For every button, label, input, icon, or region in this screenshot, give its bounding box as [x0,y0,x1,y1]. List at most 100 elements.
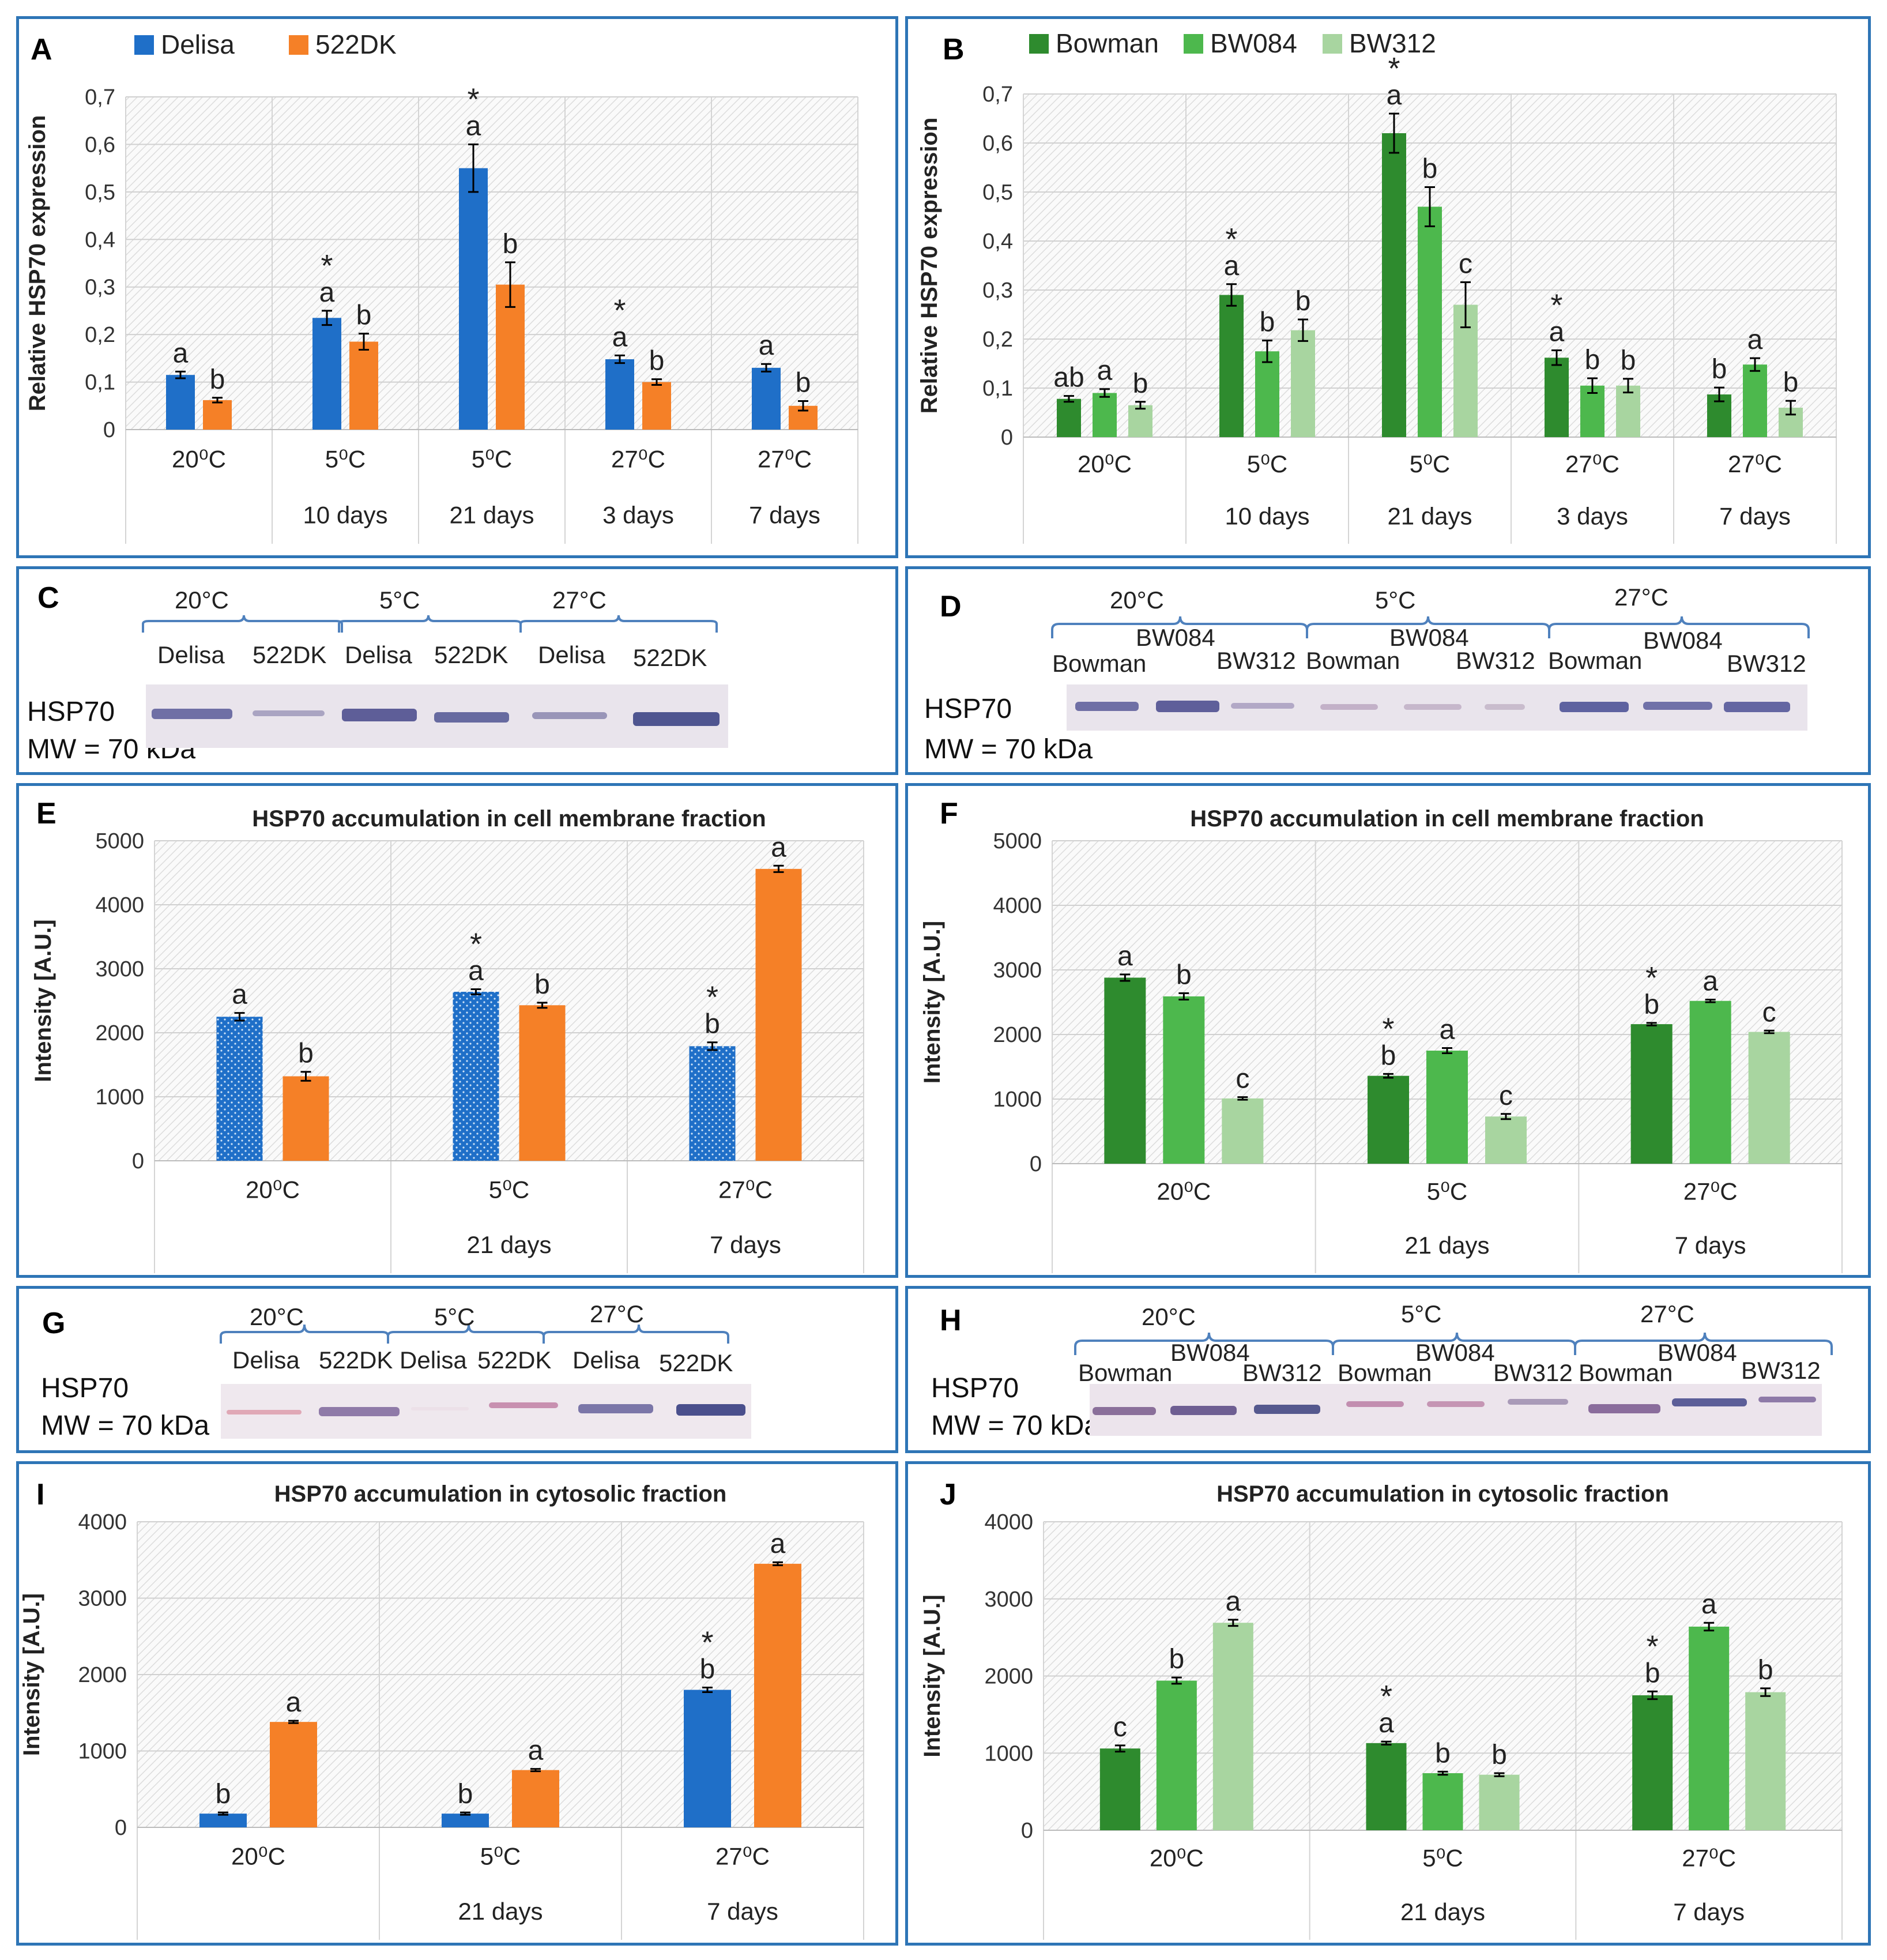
significance-letter: a [1701,1589,1717,1620]
significance-letter: a [1440,1015,1455,1045]
panel-letter: I [36,1478,44,1511]
x-tick-label: 20⁰C [246,1176,300,1203]
x-tick-label: 5⁰C [480,1842,521,1869]
chart-j: J HSP70 accumulation in cytosolic fractio… [920,1478,1843,1940]
panel-letter-c: C [37,581,59,615]
x-tick-label: 5⁰C [1427,1178,1468,1205]
blot-c-band-5 [532,712,607,719]
bar-bw084 [1156,1680,1197,1830]
chart-title: HSP70 accumulation in cytosolic fraction [1216,1481,1669,1507]
blot-g-lane-3: Delisa [400,1346,467,1374]
y-tick-label: 4000 [78,1510,127,1534]
y-axis-label: Intensity [A.U.] [920,1594,945,1757]
y-tick-label: 0,5 [85,180,115,205]
chart-title: HSP70 accumulation in cell membrane frac… [1190,806,1704,832]
blot-c-temp-5: 5°C [379,586,420,614]
significance-letter: b [1783,367,1799,398]
blot-d-lower-4: BW312 [1456,647,1535,674]
bar-522dk [519,1005,566,1161]
y-axis-label: Relative HSP70 expression [917,118,942,414]
y-tick-label: 5000 [993,829,1042,853]
bar-bw312 [1745,1692,1786,1830]
significance-star: * [1645,961,1658,995]
blot-d-upper-2: BW084 [1389,624,1469,651]
chart-title: HSP70 accumulation in cell membrane frac… [252,806,766,832]
bar-delisa [752,367,781,430]
significance-letter: c [1762,997,1776,1028]
y-tick-label: 3000 [984,1587,1033,1612]
significance-star: * [1225,222,1237,257]
chart-f: F HSP70 accumulation in cell membrane fra… [920,797,1843,1273]
panel-j: J HSP70 accumulation in cytosolic fractio… [905,1461,1871,1946]
blot-g-mw: MW = 70 kDa [41,1410,210,1441]
significance-letter: a [286,1687,302,1718]
blot-g-lane-5: Delisa [572,1346,640,1374]
legend-label: BW312 [1349,28,1436,58]
blot-d-band-1 [1075,702,1139,711]
blot-d-band-9 [1724,702,1790,712]
bar-bw084 [1743,364,1767,437]
blot-d-temp-27: 27°C [1614,584,1668,611]
blot-h-band-4 [1346,1401,1404,1407]
blot-c-lane-5: Delisa [538,641,605,668]
x-tick-label: 5⁰C [1247,450,1288,477]
x-tick-label: 27⁰C [1683,1178,1738,1205]
panel-b: B Bowman BW084 BW312 0 0,1 0,2 0,3 0,4 0,5 0,6 0,7 R… [905,16,1871,558]
blot-c-temp-27: 27°C [552,586,607,614]
significance-star: * [467,82,479,116]
blot-d-band-4 [1320,704,1378,710]
legend-swatch [134,35,154,55]
x-subcategory-label: 10 days [303,501,387,528]
panel-letter-g: G [42,1307,66,1340]
significance-star: * [706,980,718,1015]
y-tick-label: 0,2 [85,323,115,347]
legend-label: BW084 [1210,28,1297,58]
blot-c-band-4 [434,712,509,723]
x-tick-label: 20⁰C [1078,450,1132,477]
bar-bw312 [1291,330,1315,437]
bar-bw312 [1485,1116,1527,1164]
significance-letter: b [1260,307,1275,338]
x-subcategory-label: 7 days [1675,1232,1746,1259]
blot-g-membrane [221,1384,751,1439]
blot-h-band-6 [1508,1399,1568,1405]
y-tick-label: 1000 [95,1085,144,1109]
blot-c-temp-20: 20°C [175,586,229,614]
blot-d-lower-5: Bowman [1548,647,1643,674]
significance-letter: b [1645,1658,1660,1688]
significance-letter: b [1422,154,1438,185]
blot-c-membrane [146,684,728,748]
x-subcategory-label: 3 days [602,501,674,528]
x-tick-label: 20⁰C [1157,1178,1211,1205]
significance-letter: a [466,111,481,141]
blot-d-band-2 [1156,701,1219,712]
y-tick-label: 0 [103,418,115,442]
panel-letter-d: D [940,590,962,623]
bar-bowman [1545,358,1569,437]
blot-h-band-1 [1093,1407,1156,1415]
x-subcategory-label: 21 days [458,1898,543,1925]
significance-star: * [613,293,626,328]
x-tick-label: 27⁰C [718,1176,773,1203]
blot-h-lower-5: Bowman [1579,1359,1673,1386]
panel-letter-h: H [940,1304,962,1337]
blot-h-band-7 [1588,1404,1660,1413]
significance-letter: b [1435,1738,1451,1769]
significance-letter: b [1621,345,1636,376]
significance-letter: a [1747,325,1763,355]
panel-letter: E [36,797,57,830]
y-tick-label: 3000 [993,958,1042,983]
significance-letter: b [1712,354,1727,385]
significance-letter: b [1176,960,1192,990]
blot-c-lane-1: Delisa [157,641,225,668]
bar-bowman [1366,1743,1407,1830]
panel-c: C 20°C 5°C 27°C Delisa 522DK Delisa 522D… [16,566,898,775]
x-tick-label: 5⁰C [472,445,513,472]
blot-d-band-7 [1560,702,1629,712]
blot-d-protein: HSP70 [924,694,1012,724]
significance-letter: b [700,1654,715,1685]
blot-h-braces [1074,1332,1833,1355]
blot-h-mw: MW = 70 kDa [931,1410,1100,1441]
blot-g-band-1 [227,1410,302,1414]
y-tick-label: 2000 [993,1023,1042,1047]
